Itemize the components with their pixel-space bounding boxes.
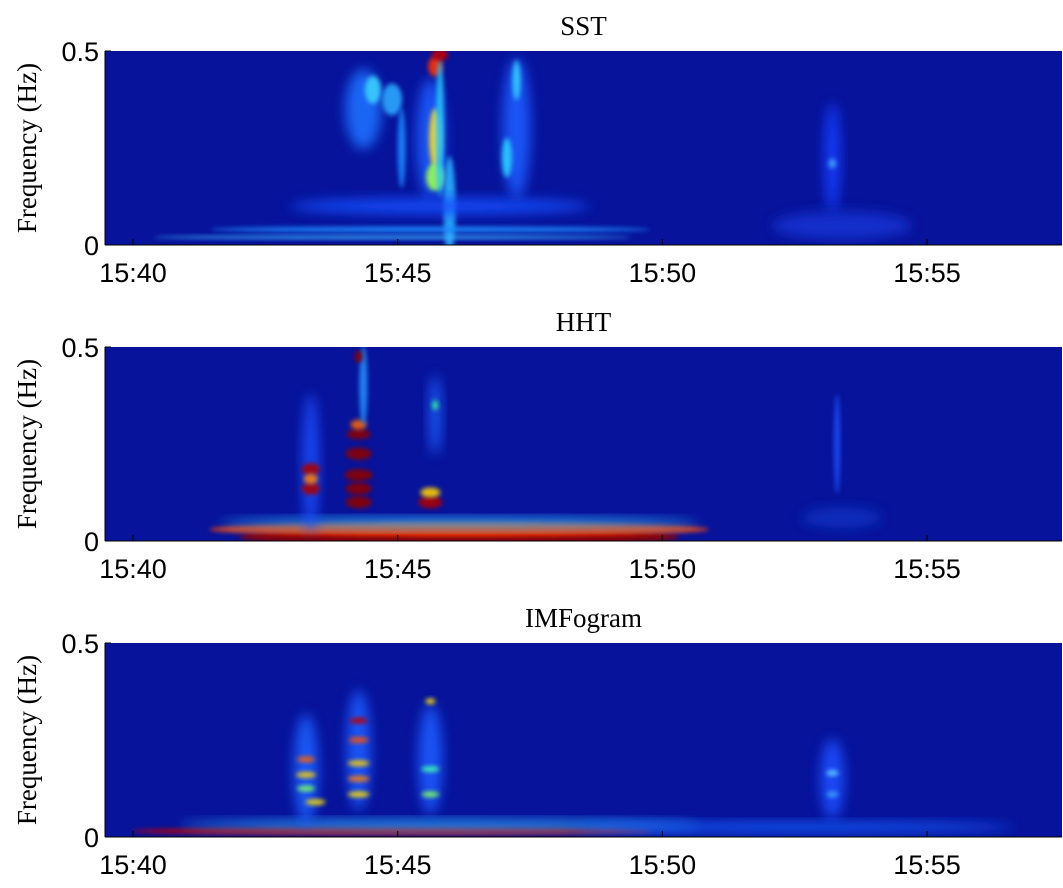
spectrogram-feature (345, 496, 372, 509)
spectrogram-feature (345, 482, 372, 495)
spectrogram-feature (305, 799, 326, 806)
spectrogram-feature (289, 198, 590, 215)
panel-title: HHT (556, 307, 612, 337)
spectrogram-feature (418, 496, 443, 509)
spectrogram-feature (397, 108, 406, 188)
spectrogram (152, 51, 912, 245)
spectrogram-feature (429, 374, 442, 455)
y-axis-label: Frequency (Hz) (12, 359, 42, 529)
x-tick-label: 15:50 (629, 850, 697, 880)
x-tick-label: 15:55 (893, 850, 961, 880)
x-tick-label: 15:40 (99, 850, 167, 880)
spectrogram-feature (347, 760, 370, 767)
panel-title: IMFogram (525, 603, 642, 633)
spectrogram-feature (834, 394, 841, 494)
spectrogram-feature (354, 350, 363, 363)
spectrogram-feature (382, 83, 403, 116)
spectrogram-feature (418, 704, 443, 815)
spectrogram-feature (431, 51, 448, 61)
spectrogram (209, 347, 882, 541)
x-tick-label: 15:40 (99, 258, 167, 288)
spectrogram-feature (293, 714, 318, 825)
plot-area (105, 347, 1062, 541)
spectrogram-feature (296, 756, 315, 763)
spectrogram-feature (421, 791, 440, 798)
spectrogram-feature (421, 766, 440, 773)
y-axis-label: Frequency (Hz) (12, 655, 42, 825)
spectrogram-feature (347, 775, 370, 782)
y-tick-label: 0.5 (61, 37, 99, 67)
spectrogram-feature (179, 820, 700, 831)
spectrogram (132, 689, 1015, 836)
spectrogram-feature (574, 822, 1015, 833)
x-tick-label: 15:55 (893, 258, 961, 288)
spectrogram-feature (820, 738, 845, 819)
y-tick-label: 0.5 (61, 333, 99, 363)
spectrogram-feature (345, 447, 372, 460)
spectrogram-feature (301, 463, 320, 476)
x-tick-label: 15:45 (364, 850, 432, 880)
spectrogram-feature (771, 211, 912, 240)
spectrogram-feature (359, 347, 368, 426)
spectrogram-feature (152, 235, 633, 240)
spectrogram-feature (826, 769, 839, 776)
x-tick-label: 15:40 (99, 554, 167, 584)
spectrogram-feature (210, 226, 651, 233)
x-tick-label: 15:45 (364, 258, 432, 288)
spectrogram-feature (295, 771, 316, 778)
x-tick-label: 15:50 (629, 258, 697, 288)
spectrogram-feature (303, 473, 318, 484)
spectrogram-feature (344, 469, 373, 482)
y-tick-label: 0 (84, 231, 99, 261)
spectrogram-feature (364, 75, 381, 104)
y-tick-label: 0 (84, 527, 99, 557)
x-tick-label: 15:50 (629, 554, 697, 584)
spectrogram-feature (512, 60, 521, 101)
spectrogram-feature (347, 791, 370, 798)
spectrogram-feature (348, 737, 369, 743)
spectrogram-feature (801, 507, 882, 528)
spectrogram-feature (346, 429, 371, 440)
spectrogram-feature (349, 717, 368, 724)
y-axis-label: Frequency (Hz) (12, 63, 42, 233)
x-tick-label: 15:55 (893, 554, 961, 584)
spectrogram-feature (435, 58, 444, 199)
spectrogram-feature (296, 785, 315, 792)
y-tick-label: 0 (84, 823, 99, 853)
spectrogram-feature (420, 487, 441, 498)
spectrogram-feature (828, 158, 837, 169)
spectrogram-feature (432, 400, 439, 411)
spectrogram-feature (826, 791, 839, 798)
spectrogram-feature (425, 698, 436, 705)
spectrogram-feature (824, 102, 841, 213)
spectrogram-feature (219, 518, 700, 529)
x-tick-label: 15:45 (364, 554, 432, 584)
spectrogram-feature (501, 137, 512, 178)
panel-title: SST (560, 11, 607, 41)
spectrogram-feature (301, 482, 320, 495)
plot-area (105, 643, 1062, 837)
plot-area (105, 51, 1062, 245)
y-tick-label: 0.5 (61, 629, 99, 659)
